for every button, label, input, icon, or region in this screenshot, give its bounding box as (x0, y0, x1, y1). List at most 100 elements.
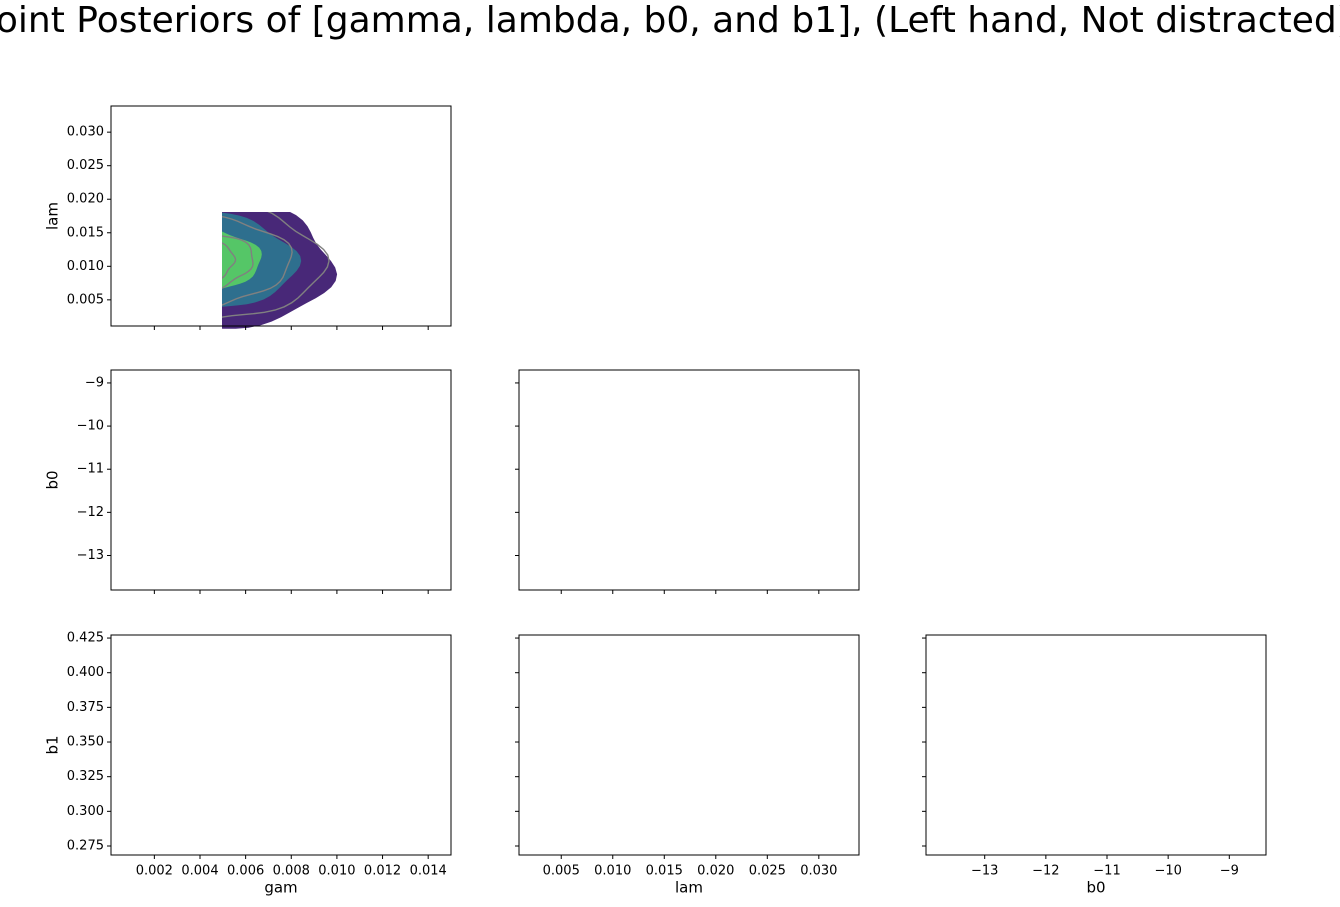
density-contour (563, 728, 756, 804)
x-tick-label: 0.012 (364, 864, 401, 879)
density-region (222, 212, 302, 307)
x-tick-label: −11 (1093, 864, 1120, 879)
density-region (507, 703, 794, 820)
y-tick-label: −11 (77, 462, 104, 477)
x-tick-label: 0.020 (697, 864, 734, 879)
density-region (90, 742, 300, 831)
density-contour (110, 407, 294, 493)
density-contour (82, 388, 331, 506)
x-tick-label: 0.006 (227, 864, 264, 879)
density-contour (140, 758, 262, 810)
y-tick-label: 0.010 (67, 259, 104, 274)
panel-frame (110, 105, 452, 327)
x-tick-label: −12 (1032, 864, 1059, 879)
panel-plot (1040, 711, 1243, 838)
density-contour (164, 248, 217, 275)
x-axis-label: b0 (1086, 879, 1105, 897)
density-contour (143, 421, 261, 475)
density-contour (1135, 766, 1171, 789)
x-tick-label: −10 (1154, 864, 1181, 879)
density-contour (594, 422, 710, 470)
density-contour (222, 212, 330, 318)
density-contour (222, 215, 293, 306)
y-tick-label: 0.030 (67, 125, 104, 140)
density-region (95, 398, 305, 497)
y-tick-label: 0.275 (67, 838, 104, 853)
x-axis-label: gam (264, 879, 297, 897)
density-contour (161, 766, 247, 803)
x-axis-label: lam (675, 879, 703, 897)
y-tick-label: −9 (85, 375, 104, 390)
density-contour (175, 436, 227, 460)
density-contour (75, 734, 325, 840)
x-tick-label: 0.010 (594, 864, 631, 879)
x-tick-label: 0.014 (410, 864, 447, 879)
density-region (1097, 748, 1200, 812)
density-region (222, 231, 262, 289)
panel-frame (110, 369, 452, 591)
density-contour (535, 392, 775, 495)
figure-title: Joint Posteriors of [gamma, lambda, b0, … (0, 0, 1340, 41)
panel-plot (516, 384, 793, 500)
y-tick-label: 0.325 (67, 769, 104, 784)
x-tick-label: 0.015 (646, 864, 683, 879)
y-axis-label: b0 (44, 470, 62, 489)
x-tick-label: 0.002 (136, 864, 173, 879)
density-region (1069, 730, 1223, 827)
panel-plot (164, 212, 338, 329)
y-tick-label: 0.025 (67, 158, 104, 173)
panel-frame (518, 634, 860, 856)
panel-plot (507, 703, 794, 820)
y-tick-label: 0.425 (67, 631, 104, 646)
density-contour (103, 744, 291, 826)
density-contour (222, 235, 254, 289)
density-region (581, 417, 717, 475)
y-tick-label: 0.400 (67, 665, 104, 680)
x-tick-label: 0.008 (273, 864, 310, 879)
density-region (548, 400, 749, 487)
x-tick-label: −13 (971, 864, 998, 879)
y-tick-label: 0.350 (67, 735, 104, 750)
density-contour (177, 774, 228, 796)
y-axis-label: lam (44, 202, 62, 230)
x-tick-label: 0.025 (749, 864, 786, 879)
density-contour (635, 754, 686, 775)
panel-frame (518, 369, 860, 591)
density-contour (1060, 720, 1243, 835)
panel-frame (110, 634, 452, 856)
density-contour (618, 749, 704, 784)
density-contour (565, 408, 745, 485)
density-contour (612, 428, 696, 462)
y-tick-label: 0.005 (67, 292, 104, 307)
density-region (126, 417, 265, 482)
density-region (581, 737, 727, 795)
density-region (1040, 711, 1243, 838)
x-tick-label: 0.030 (800, 864, 837, 879)
y-tick-label: −10 (77, 419, 104, 434)
density-contour (158, 429, 243, 468)
density-contour (1123, 759, 1183, 797)
x-tick-label: 0.004 (181, 864, 218, 879)
y-tick-label: 0.020 (67, 192, 104, 207)
density-contour (527, 712, 778, 816)
panel-frame (925, 634, 1267, 856)
y-axis-label: b1 (44, 735, 62, 754)
density-region (121, 754, 263, 816)
x-tick-label: 0.010 (318, 864, 355, 879)
y-tick-label: −12 (77, 505, 104, 520)
density-region (516, 384, 793, 500)
density-contour (630, 435, 681, 456)
x-tick-label: 0.005 (543, 864, 580, 879)
x-tick-label: −9 (1220, 864, 1239, 879)
y-tick-label: 0.375 (67, 700, 104, 715)
density-contour (604, 741, 724, 790)
y-tick-label: −13 (77, 548, 104, 563)
density-region (61, 378, 345, 509)
density-contour (1112, 752, 1198, 806)
y-tick-label: 0.300 (67, 804, 104, 819)
density-region (542, 721, 753, 808)
panel-plot (61, 378, 345, 509)
y-tick-label: 0.015 (67, 225, 104, 240)
density-contour (1087, 738, 1223, 822)
